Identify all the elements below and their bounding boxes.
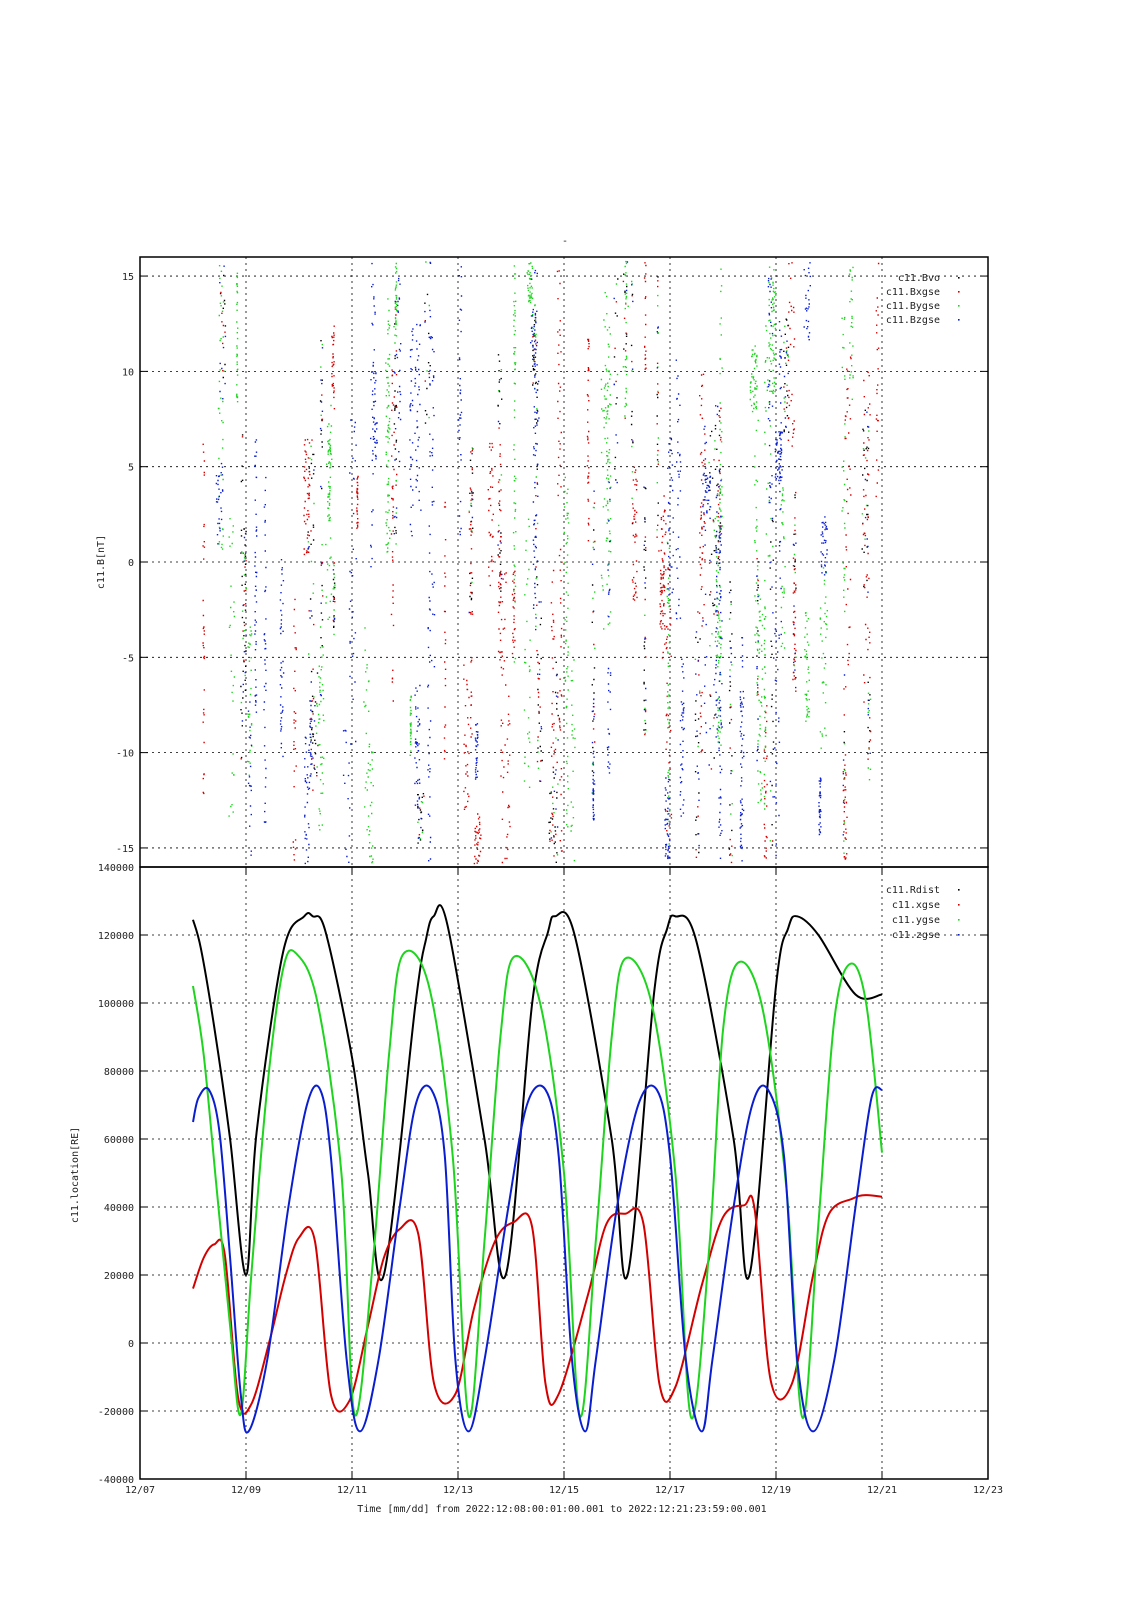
series-line-c11.Rdist (192, 904, 883, 1282)
upper-y-tick-label: -5 (122, 653, 134, 664)
legend-label: c11.xgse (892, 900, 940, 911)
series-line-c11.zgse (192, 1084, 883, 1434)
lower-y-tick-label: 120000 (98, 931, 134, 942)
x-tick-label: 12/11 (337, 1485, 367, 1496)
upper-y-axis-label: c11.B[nT] (96, 535, 107, 589)
lower-y-tick-label: 40000 (104, 1203, 134, 1214)
x-tick-label: 12/07 (125, 1485, 155, 1496)
scatter-points-c11.Bxgse (202, 262, 880, 865)
lower-series-lines (192, 904, 883, 1434)
upper-y-tick-label: 0 (128, 558, 134, 569)
lower-legend: c11.Rdist c11.xgse c11.ygse c11.zgse (886, 885, 960, 941)
x-tick-label: 12/13 (443, 1485, 473, 1496)
upper-grid (140, 257, 988, 867)
lower-y-axis-label: c11.location[RE] (70, 1127, 81, 1223)
legend-marker (958, 319, 960, 321)
legend-label: c11.Bvo (898, 273, 940, 284)
legend-marker (958, 277, 960, 279)
x-tick-label: 12/15 (549, 1485, 579, 1496)
legend-marker (958, 904, 960, 906)
x-tick-label: 12/21 (867, 1485, 897, 1496)
lower-grid (140, 867, 988, 1479)
lower-panel: -40000-200000200004000060000800001000001… (70, 863, 1003, 1496)
upper-y-tick-label: 10 (122, 367, 134, 378)
x-tick-label: 12/17 (655, 1485, 685, 1496)
lower-y-tick-label: 80000 (104, 1067, 134, 1078)
x-tick-label: 12/23 (973, 1485, 1003, 1496)
lower-y-tick-label: -40000 (98, 1475, 134, 1486)
lower-y-tick-label: 20000 (104, 1271, 134, 1282)
x-tick-label: 12/19 (761, 1485, 791, 1496)
legend-label: c11.Bzgse (886, 315, 940, 326)
scatter-points-c11.Bzgse (215, 261, 871, 865)
series-line-c11.ygse (192, 949, 883, 1420)
upper-y-tick-label: 15 (122, 272, 134, 283)
upper-y-tick-label: -15 (116, 844, 134, 855)
upper-legend: c11.Bvo c11.Bxgse c11.Bygse c11.Bzgse (886, 273, 960, 326)
lower-y-tick-label: 100000 (98, 999, 134, 1010)
lower-y-tick-label: 140000 (98, 863, 134, 874)
upper-y-tick-label: -10 (116, 749, 134, 760)
legend-label: c11.zgse (892, 930, 940, 941)
legend-label: c11.Rdist (886, 885, 940, 896)
lower-y-tick-label: 60000 (104, 1135, 134, 1146)
legend-marker (958, 305, 960, 307)
legend-marker (958, 934, 960, 936)
upper-y-tick-label: 5 (128, 463, 134, 474)
legend-label: c11.Bygse (886, 301, 940, 312)
legend-marker (958, 291, 960, 293)
legend-marker (958, 919, 960, 921)
lower-y-ticks: -40000 -20000 0 20000 40000 60000 80000 100000 1… (98, 863, 988, 1486)
legend-label: c11.ygse (892, 915, 940, 926)
legend-marker (958, 889, 960, 891)
lower-y-tick-label: -20000 (98, 1407, 134, 1418)
series-line-c11.xgse (192, 1194, 883, 1415)
upper-panel: -15 -10 -5 0 5 10 15 c11.B[nT] c11.Bvo c11.Bxgs… (96, 256, 989, 868)
upper-y-ticks: -15 -10 -5 0 5 10 15 (116, 272, 988, 855)
x-ticks: 12/07 12/09 12/11 12/13 12/15 12/17 12/19 12/21… (125, 867, 1003, 1496)
upper-scatter-points (202, 260, 880, 865)
top-label: - (562, 236, 568, 247)
x-axis-label: Time [mm/dd] from 2022:12:08:00:01:00.00… (357, 1504, 766, 1515)
x-tick-label: 12/09 (231, 1485, 261, 1496)
legend-label: c11.Bxgse (886, 287, 940, 298)
lower-y-tick-label: 0 (128, 1339, 134, 1350)
